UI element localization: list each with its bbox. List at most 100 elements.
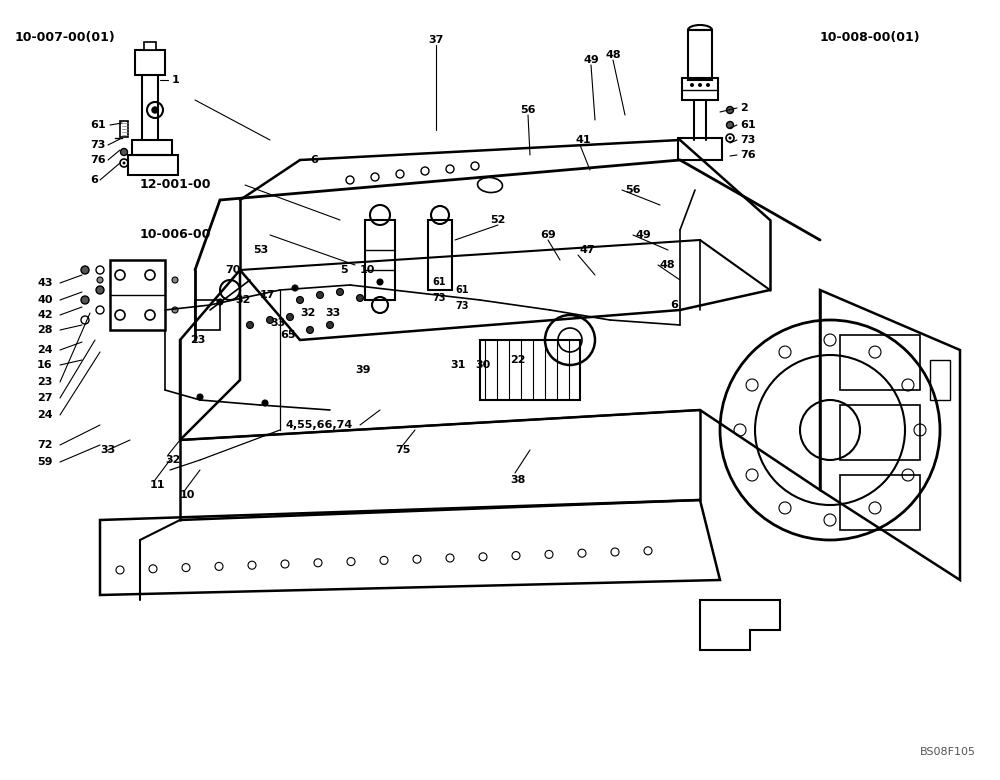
- Text: 76: 76: [740, 150, 756, 160]
- Text: 49: 49: [583, 55, 599, 65]
- Circle shape: [726, 107, 734, 114]
- Text: 59: 59: [37, 457, 52, 467]
- Circle shape: [81, 296, 89, 304]
- Text: 23: 23: [190, 335, 205, 345]
- Text: 11: 11: [150, 480, 166, 490]
- Bar: [135, 50, 165, 75]
- Text: 10-008-00(01): 10-008-00(01): [820, 31, 921, 44]
- Text: 30: 30: [475, 360, 490, 370]
- Text: 53: 53: [253, 245, 268, 255]
- Text: 32: 32: [165, 455, 180, 465]
- Text: 40: 40: [37, 295, 52, 305]
- Text: 43: 43: [37, 278, 52, 288]
- Text: 73: 73: [455, 301, 468, 311]
- Circle shape: [316, 292, 324, 299]
- Bar: [840, 475, 920, 530]
- Text: 10-007-00(01): 10-007-00(01): [15, 31, 116, 44]
- Text: 56: 56: [625, 185, 640, 195]
- Text: 42: 42: [37, 310, 53, 320]
- Bar: [682, 78, 718, 100]
- Circle shape: [262, 400, 268, 406]
- Text: 10-006-00: 10-006-00: [140, 229, 211, 242]
- Text: 37: 37: [428, 35, 443, 45]
- Circle shape: [728, 136, 732, 140]
- Text: 2: 2: [740, 103, 748, 113]
- Bar: [840, 405, 920, 460]
- Text: 73: 73: [740, 135, 755, 145]
- Text: 33: 33: [325, 308, 340, 318]
- Text: 10: 10: [180, 490, 195, 500]
- Text: 31: 31: [450, 360, 465, 370]
- Text: 48: 48: [605, 50, 621, 60]
- Text: 32: 32: [300, 308, 315, 318]
- Circle shape: [287, 314, 294, 321]
- Circle shape: [172, 277, 178, 283]
- Bar: [840, 335, 920, 390]
- Text: 24: 24: [37, 410, 53, 420]
- Text: 10: 10: [360, 265, 375, 275]
- Text: 61: 61: [455, 285, 468, 295]
- Circle shape: [122, 161, 126, 165]
- Text: 73: 73: [432, 293, 446, 303]
- Text: 23: 23: [37, 377, 52, 387]
- Circle shape: [120, 148, 128, 155]
- Bar: [688, 30, 712, 80]
- Text: 72: 72: [37, 440, 52, 450]
- Text: 61: 61: [90, 120, 106, 130]
- Text: 41: 41: [575, 135, 591, 145]
- Text: 22: 22: [510, 355, 526, 365]
- Bar: [428, 220, 452, 290]
- Text: 5: 5: [340, 265, 348, 275]
- Circle shape: [197, 394, 203, 400]
- Circle shape: [96, 286, 104, 294]
- Text: 61: 61: [432, 277, 446, 287]
- Bar: [128, 155, 178, 175]
- Bar: [930, 360, 950, 400]
- Circle shape: [336, 289, 344, 296]
- Circle shape: [81, 316, 89, 324]
- Text: 73: 73: [90, 140, 105, 150]
- Circle shape: [97, 277, 103, 283]
- Text: 47: 47: [580, 245, 596, 255]
- Circle shape: [698, 83, 702, 87]
- Text: 6: 6: [90, 175, 98, 185]
- Bar: [110, 260, 165, 330]
- Text: 32: 32: [235, 295, 250, 305]
- Text: 52: 52: [490, 215, 505, 225]
- Circle shape: [377, 279, 383, 285]
- Circle shape: [97, 307, 103, 313]
- Circle shape: [96, 306, 104, 314]
- Text: 65: 65: [280, 330, 296, 340]
- Circle shape: [152, 107, 158, 113]
- Text: 4,55,66,74: 4,55,66,74: [285, 420, 352, 430]
- Bar: [144, 42, 156, 50]
- Circle shape: [356, 295, 364, 302]
- Text: 69: 69: [540, 230, 556, 240]
- Bar: [195, 300, 220, 330]
- Bar: [120, 121, 128, 137]
- Circle shape: [292, 285, 298, 291]
- Circle shape: [296, 296, 304, 303]
- Bar: [365, 220, 395, 300]
- Text: 17: 17: [260, 290, 276, 300]
- Circle shape: [306, 327, 314, 334]
- Circle shape: [81, 266, 89, 274]
- Text: 76: 76: [90, 155, 106, 165]
- Text: 61: 61: [740, 120, 756, 130]
- Circle shape: [217, 299, 223, 305]
- Text: 28: 28: [37, 325, 52, 335]
- Text: 12-001-00: 12-001-00: [140, 179, 212, 192]
- Circle shape: [690, 83, 694, 87]
- Text: 6: 6: [670, 300, 678, 310]
- Text: 24: 24: [37, 345, 53, 355]
- Circle shape: [96, 266, 104, 274]
- Circle shape: [266, 317, 274, 324]
- Text: 16: 16: [37, 360, 53, 370]
- Text: BS08F105: BS08F105: [920, 747, 976, 757]
- Bar: [678, 138, 722, 160]
- Text: 56: 56: [520, 105, 536, 115]
- Circle shape: [172, 307, 178, 313]
- Text: 48: 48: [660, 260, 676, 270]
- Bar: [480, 340, 580, 400]
- Text: 70: 70: [225, 265, 240, 275]
